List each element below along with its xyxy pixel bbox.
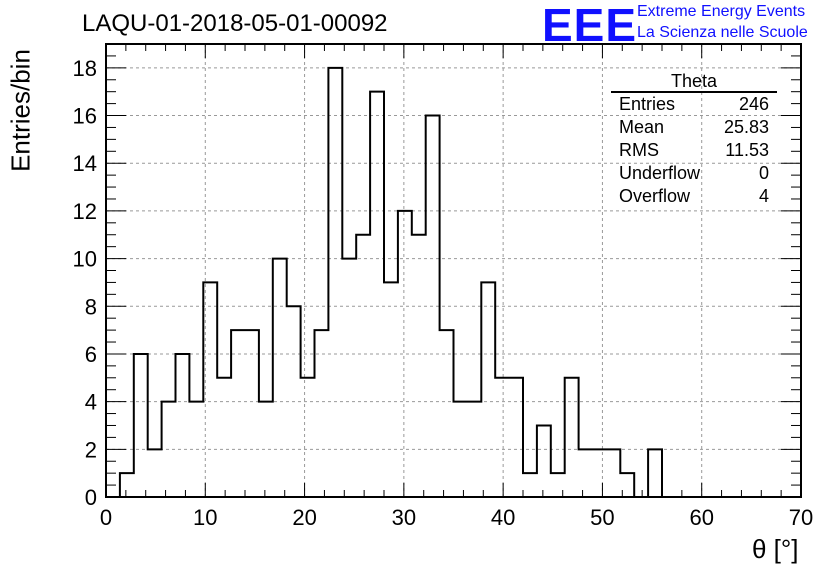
x-tick-label: 30	[392, 505, 416, 530]
logo-text-line1: Extreme Energy Events	[637, 3, 806, 20]
histogram-bin	[148, 449, 162, 497]
histogram-bin	[606, 449, 620, 497]
stats-box: Theta Entries 246 Mean 25.83 RMS 11.53 U…	[611, 70, 777, 208]
histogram-bin	[398, 211, 412, 497]
stats-value: 25.83	[723, 117, 769, 137]
histogram-bin	[328, 68, 342, 497]
histogram-bin	[342, 259, 356, 497]
histogram-bin	[495, 378, 509, 497]
y-tick-label: 2	[85, 437, 97, 462]
histogram-bin	[273, 259, 287, 497]
stats-value: 0	[758, 163, 769, 183]
x-tick-label: 10	[193, 505, 217, 530]
stats-label: Overflow	[619, 186, 691, 206]
x-tick-label: 70	[789, 505, 813, 530]
histogram-bin	[245, 330, 259, 497]
y-tick-label: 16	[73, 104, 97, 129]
logo-text-line2: La Scienza nelle Scuole	[637, 24, 808, 41]
stats-value: 246	[738, 94, 769, 114]
y-tick-label: 6	[85, 342, 97, 367]
histogram-bin	[384, 282, 398, 497]
stats-label: Mean	[619, 117, 665, 137]
stats-label: RMS	[619, 140, 659, 160]
histogram-bin	[217, 378, 231, 497]
histogram-series	[106, 66, 801, 498]
stats-value: 11.53	[725, 140, 769, 160]
histogram-bin	[579, 449, 593, 497]
stats-value: 4	[758, 186, 769, 206]
histogram-bin	[231, 330, 245, 497]
y-axis-label: Entries/bin	[5, 49, 36, 172]
y-tick-label: 14	[73, 151, 97, 176]
histogram-bin	[509, 378, 523, 497]
stats-label: Underflow	[619, 163, 701, 183]
histogram-bin	[370, 92, 384, 497]
stats-row-entries: Entries 246	[611, 93, 777, 116]
histogram-bin	[523, 473, 537, 497]
stats-row-mean: Mean 25.83	[611, 116, 777, 139]
grid-lines	[106, 44, 801, 497]
y-tick-label: 0	[85, 485, 97, 510]
histogram-bin	[301, 378, 315, 497]
x-tick-label: 50	[590, 505, 614, 530]
histogram-bin	[356, 235, 370, 497]
histogram-bin	[176, 354, 190, 497]
y-tick-label: 18	[73, 56, 97, 81]
y-tick-label: 12	[73, 199, 97, 224]
histogram-bin	[412, 235, 426, 497]
y-tick-label: 10	[73, 247, 97, 272]
stats-row-overflow: Overflow 4	[611, 185, 777, 208]
plot-title: LAQU-01-2018-05-01-00092	[82, 10, 388, 37]
y-tick-label: 8	[85, 294, 97, 319]
histogram-bin	[315, 330, 329, 497]
axis-ticks	[105, 43, 802, 498]
histogram-bin	[120, 473, 134, 497]
x-axis-label: θ [°]	[752, 534, 799, 564]
histogram-bin	[648, 449, 662, 497]
x-tick-label: 40	[491, 505, 515, 530]
stats-label: Entries	[619, 94, 676, 114]
stats-row-underflow: Underflow 0	[611, 162, 777, 185]
histogram-bin	[537, 425, 551, 497]
histogram-bin	[481, 282, 495, 497]
histogram-bin	[565, 378, 579, 497]
x-tick-label: 20	[292, 505, 316, 530]
histogram-outline	[106, 66, 801, 498]
histogram-bin	[593, 449, 607, 497]
histogram-bin	[440, 330, 454, 497]
eee-logo: EEE	[542, 0, 638, 51]
x-tick-label: 0	[100, 505, 112, 530]
x-tick-label: 60	[689, 505, 713, 530]
stats-title: Theta	[611, 70, 777, 93]
y-tick-label: 4	[85, 390, 97, 415]
stats-row-rms: RMS 11.53	[611, 139, 777, 162]
histogram-bin	[134, 354, 148, 497]
